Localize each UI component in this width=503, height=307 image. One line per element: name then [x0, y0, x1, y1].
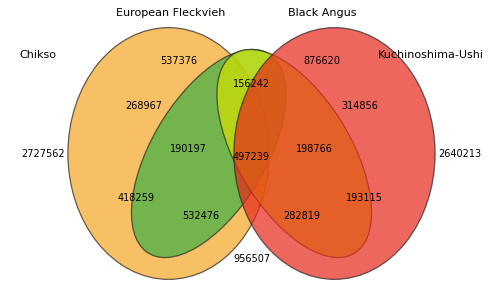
Text: 537376: 537376	[160, 56, 197, 66]
Text: 876620: 876620	[303, 56, 341, 66]
Text: 193115: 193115	[346, 193, 383, 203]
Ellipse shape	[68, 28, 269, 279]
Text: 282819: 282819	[283, 212, 320, 221]
Ellipse shape	[217, 49, 372, 258]
Text: 497239: 497239	[233, 152, 270, 161]
Text: 956507: 956507	[233, 255, 270, 264]
Text: 2640213: 2640213	[439, 149, 482, 158]
Text: 418259: 418259	[117, 193, 154, 203]
Text: 198766: 198766	[296, 144, 333, 154]
Text: 156242: 156242	[233, 80, 270, 89]
Text: Chikso: Chikso	[19, 50, 56, 60]
Text: Black Angus: Black Angus	[288, 8, 356, 18]
Text: Kuchinoshima-Ushi: Kuchinoshima-Ushi	[378, 50, 484, 60]
Text: 314856: 314856	[341, 101, 378, 111]
Ellipse shape	[234, 28, 435, 279]
Ellipse shape	[131, 49, 286, 258]
Text: European Fleckvieh: European Fleckvieh	[116, 8, 226, 18]
Text: 190197: 190197	[170, 144, 207, 154]
Text: 268967: 268967	[125, 101, 162, 111]
Text: 532476: 532476	[183, 212, 220, 221]
Text: 2727562: 2727562	[21, 149, 64, 158]
